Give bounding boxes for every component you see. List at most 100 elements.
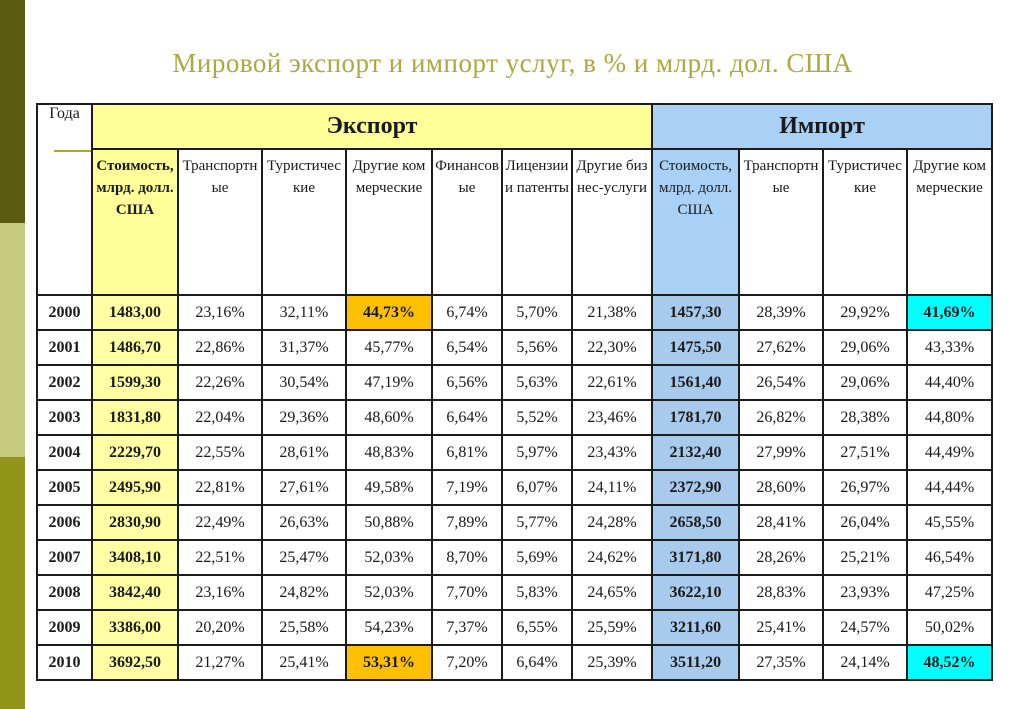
value-cell: 26,82% (738, 399, 825, 436)
value-cell: 5,69% (501, 539, 573, 576)
value-cell: 26,54% (738, 364, 825, 401)
years-column-header: Года (36, 103, 93, 296)
value-cell: 25,39% (570, 644, 654, 681)
import-column-header: Туристические (822, 148, 909, 296)
accent-bar-segment-light (0, 223, 25, 457)
import-column-header: Транспортные (738, 148, 825, 296)
value-cell: 29,06% (822, 329, 909, 366)
value-cell: 27,35% (738, 644, 825, 681)
table-row: 2010 3692,50 21,27% 25,41% 53,31% 7,20% 6,64% 2… (36, 644, 994, 681)
value-cell: 27,61% (261, 469, 347, 506)
export-column-header: Транспортные (177, 148, 263, 296)
value-cell: 5,52% (501, 399, 573, 436)
value-cell: 29,06% (822, 364, 909, 401)
accent-bar-segment-dark (0, 0, 25, 223)
value-cell: 2372,90 (651, 469, 741, 506)
value-cell: 48,52% (906, 644, 994, 681)
value-cell: 6,64% (501, 644, 573, 681)
value-cell: 6,07% (501, 469, 573, 506)
year-cell: 2004 (36, 434, 93, 471)
left-accent-bar (0, 0, 25, 709)
value-cell: 44,49% (906, 434, 994, 471)
value-cell: 20,20% (177, 609, 263, 646)
year-cell: 2010 (36, 644, 93, 681)
value-cell: 28,61% (261, 434, 347, 471)
value-cell: 24,82% (261, 574, 347, 611)
value-cell: 28,41% (738, 504, 825, 541)
value-cell: 1561,40 (651, 364, 741, 401)
value-cell: 25,21% (822, 539, 909, 576)
value-cell: 22,86% (177, 329, 263, 366)
value-cell: 5,83% (501, 574, 573, 611)
value-cell: 43,33% (906, 329, 994, 366)
value-cell: 2495,90 (91, 469, 179, 506)
value-cell: 22,61% (570, 364, 654, 401)
value-cell: 22,30% (570, 329, 654, 366)
value-cell: 3692,50 (91, 644, 179, 681)
value-cell: 24,11% (570, 469, 654, 506)
value-cell: 26,97% (822, 469, 909, 506)
export-column-header: Финансовые (431, 148, 503, 296)
value-cell: 25,59% (570, 609, 654, 646)
value-cell: 22,81% (177, 469, 263, 506)
table-row: 2004 2229,70 22,55% 28,61% 48,83% 6,81% 5,97% 2… (36, 434, 994, 471)
import-column-header: Другие коммерческие (906, 148, 994, 296)
table-row: 2002 1599,30 22,26% 30,54% 47,19% 6,56% 5,63% 2… (36, 364, 994, 401)
value-cell: 3386,00 (91, 609, 179, 646)
table-row: 2005 2495,90 22,81% 27,61% 49,58% 7,19% 6,07% 2… (36, 469, 994, 506)
value-cell: 1781,70 (651, 399, 741, 436)
value-cell: 6,64% (431, 399, 503, 436)
value-cell: 2229,70 (91, 434, 179, 471)
year-cell: 2000 (36, 294, 93, 331)
value-cell: 49,58% (345, 469, 433, 506)
value-cell: 6,56% (431, 364, 503, 401)
value-cell: 47,19% (345, 364, 433, 401)
value-cell: 25,41% (738, 609, 825, 646)
value-cell: 29,92% (822, 294, 909, 331)
value-cell: 2658,50 (651, 504, 741, 541)
value-cell: 50,88% (345, 504, 433, 541)
value-cell: 27,62% (738, 329, 825, 366)
value-cell: 1831,80 (91, 399, 179, 436)
import-section-header: Импорт (651, 103, 994, 150)
value-cell: 48,83% (345, 434, 433, 471)
value-cell: 28,39% (738, 294, 825, 331)
value-cell: 1486,70 (91, 329, 179, 366)
value-cell: 1457,30 (651, 294, 741, 331)
value-cell: 22,51% (177, 539, 263, 576)
value-cell: 44,80% (906, 399, 994, 436)
value-cell: 5,63% (501, 364, 573, 401)
export-column-header: Лицензии и патенты (501, 148, 573, 296)
value-cell: 50,02% (906, 609, 994, 646)
value-cell: 25,47% (261, 539, 347, 576)
value-cell: 7,20% (431, 644, 503, 681)
value-cell: 22,55% (177, 434, 263, 471)
value-cell: 32,11% (261, 294, 347, 331)
value-cell: 25,41% (261, 644, 347, 681)
value-cell: 6,54% (431, 329, 503, 366)
year-cell: 2002 (36, 364, 93, 401)
value-cell: 26,04% (822, 504, 909, 541)
page-title: Мировой экспорт и импорт услуг, в % и мл… (172, 48, 853, 78)
export-column-header: Другие коммерческие (345, 148, 433, 296)
value-cell: 7,19% (431, 469, 503, 506)
year-cell: 2009 (36, 609, 93, 646)
export-column-header: Другие бизнес-услуги (570, 148, 654, 296)
value-cell: 23,46% (570, 399, 654, 436)
value-cell: 3511,20 (651, 644, 741, 681)
year-cell: 2006 (36, 504, 93, 541)
value-cell: 46,54% (906, 539, 994, 576)
value-cell: 28,83% (738, 574, 825, 611)
value-cell: 3842,40 (91, 574, 179, 611)
value-cell: 3408,10 (91, 539, 179, 576)
value-cell: 2830,90 (91, 504, 179, 541)
value-cell: 24,65% (570, 574, 654, 611)
value-cell: 2132,40 (651, 434, 741, 471)
accent-bar-segment-olive (0, 457, 25, 709)
value-cell: 7,37% (431, 609, 503, 646)
value-cell: 28,26% (738, 539, 825, 576)
table-row: 2009 3386,00 20,20% 25,58% 54,23% 7,37% 6,55% 2… (36, 609, 994, 646)
value-cell: 44,40% (906, 364, 994, 401)
value-cell: 45,55% (906, 504, 994, 541)
value-cell: 1475,50 (651, 329, 741, 366)
